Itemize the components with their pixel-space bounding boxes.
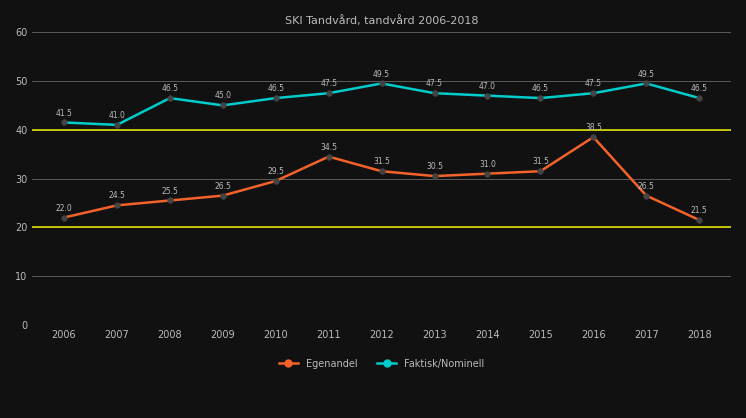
Text: 22.0: 22.0 bbox=[56, 204, 72, 213]
Text: 46.5: 46.5 bbox=[691, 84, 708, 93]
Text: 49.5: 49.5 bbox=[373, 69, 390, 79]
Text: 25.5: 25.5 bbox=[161, 186, 178, 196]
Text: 47.5: 47.5 bbox=[426, 79, 443, 88]
Text: 26.5: 26.5 bbox=[214, 182, 231, 191]
Text: 31.5: 31.5 bbox=[373, 157, 390, 166]
Text: 46.5: 46.5 bbox=[267, 84, 284, 93]
Text: 31.0: 31.0 bbox=[479, 160, 496, 169]
Text: 29.5: 29.5 bbox=[267, 167, 284, 176]
Text: 38.5: 38.5 bbox=[585, 123, 602, 132]
Text: 24.5: 24.5 bbox=[108, 191, 125, 200]
Text: 46.5: 46.5 bbox=[532, 84, 549, 93]
Text: 47.5: 47.5 bbox=[585, 79, 602, 88]
Text: 46.5: 46.5 bbox=[161, 84, 178, 93]
Text: 41.0: 41.0 bbox=[108, 111, 125, 120]
Text: 30.5: 30.5 bbox=[426, 162, 443, 171]
Text: 45.0: 45.0 bbox=[214, 92, 231, 100]
Legend: Egenandel, Faktisk/Nominell: Egenandel, Faktisk/Nominell bbox=[275, 355, 489, 373]
Text: 31.5: 31.5 bbox=[532, 157, 549, 166]
Text: 21.5: 21.5 bbox=[691, 206, 708, 215]
Text: 34.5: 34.5 bbox=[320, 143, 337, 152]
Text: 26.5: 26.5 bbox=[638, 182, 655, 191]
Text: 41.5: 41.5 bbox=[55, 109, 72, 117]
Title: SKI Tandvård, tandvård 2006-2018: SKI Tandvård, tandvård 2006-2018 bbox=[285, 15, 478, 26]
Text: 47.5: 47.5 bbox=[320, 79, 337, 88]
Text: 47.0: 47.0 bbox=[479, 82, 496, 91]
Text: 49.5: 49.5 bbox=[638, 69, 655, 79]
